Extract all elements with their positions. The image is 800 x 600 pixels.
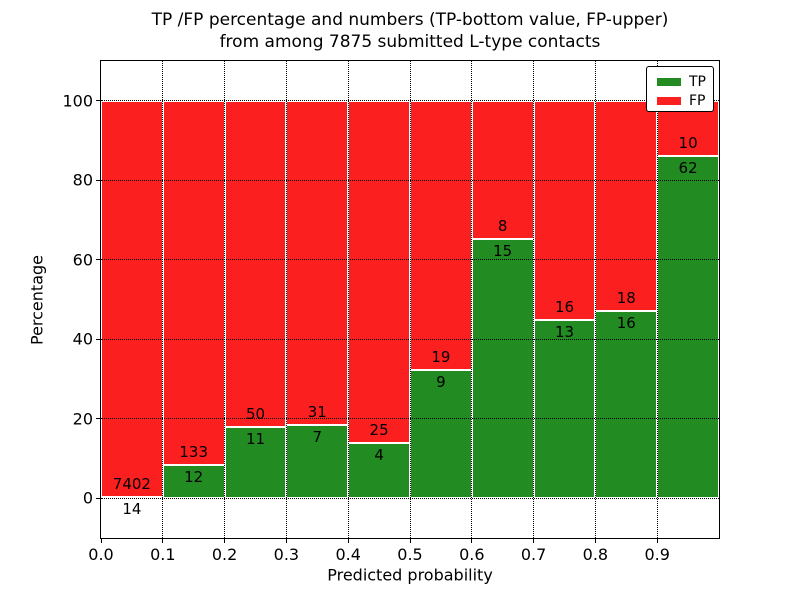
fp-count-label: 31 [307,403,327,422]
x-gridline [471,61,473,538]
fp-swatch-icon [657,96,681,105]
legend-item-tp: TP [657,72,713,91]
x-gridline [656,61,658,538]
x-gridline [594,61,596,538]
fp-bar-segment [410,100,472,371]
tp-count-label: 62 [678,158,698,177]
x-tick-label: 0.9 [644,545,670,564]
fp-count-label: 25 [369,421,389,440]
x-tick-label: 0.7 [520,545,547,564]
tp-bar-segment [348,443,410,499]
fp-bar-segment [224,100,287,427]
x-tick-mark [471,539,473,543]
x-gridline [409,61,411,538]
chart-title-line2: from among 7875 submitted L-type contact… [219,32,601,52]
fp-count-label: 18 [616,289,636,308]
fp-bar-segment [595,100,658,312]
tp-count-label: 15 [493,242,513,260]
tp-count-label: 16 [616,314,636,333]
x-axis-label: Predicted probability [327,565,493,585]
fp-bar-segment [471,100,534,239]
fp-bar-segment [286,100,349,426]
y-tick-mark [96,418,100,420]
x-tick-mark [409,539,411,543]
x-tick-mark [100,539,102,543]
x-tick-label: 0.6 [459,545,485,564]
x-tick-label: 0.5 [397,545,423,564]
tp-bar-segment [471,239,534,499]
x-tick-label: 0.2 [211,545,238,564]
y-tick-mark [96,497,100,499]
legend-label-fp: FP [689,92,706,109]
fp-bar-segment [101,100,163,498]
legend-item-fp: FP [657,91,713,110]
fp-count-label: 19 [431,348,451,367]
fp-count-label: 133 [179,443,209,462]
x-tick-label: 0.4 [335,545,361,564]
y-tick-label: 100 [62,91,93,111]
tp-count-label: 12 [184,468,204,487]
x-gridline [162,61,164,538]
x-tick-mark [594,539,596,543]
x-tick-mark [656,539,658,543]
plot-area: 7402 14 133 12 50 11 31 7 25 4 19 9 8 15 16 13 18 16 10 62 0… [62,60,720,564]
tp-bar-segment [533,320,596,499]
x-tick-label: 0.0 [88,545,114,564]
fp-bar-segment [533,100,596,321]
tp-count-label: 14 [122,500,142,519]
x-gridline [347,61,349,538]
legend-label-tp: TP [689,73,706,90]
chart-title-line1: TP /FP percentage and numbers (TP-bottom… [151,10,669,30]
x-tick-label: 0.3 [273,545,300,564]
y-tick-mark [96,259,100,261]
x-tick-mark [347,539,349,543]
tp-bar-segment [657,155,719,499]
tp-count-label: 11 [245,429,266,448]
tp-count-label: 9 [436,373,446,392]
y-tick-mark [96,338,100,340]
y-tick-label: 80 [72,170,93,190]
y-tick-mark [96,100,100,102]
x-gridline [224,61,226,538]
tp-bar-segment [595,311,658,499]
x-tick-mark [162,539,164,543]
x-tick-mark [533,539,535,543]
y-tick-label: 40 [72,329,93,349]
fp-count-label: 50 [245,404,266,423]
y-tick-label: 20 [72,409,93,429]
y-tick-label: 60 [72,250,93,270]
fp-count-label: 7402 [112,475,151,494]
x-tick-label: 0.8 [582,545,609,564]
y-tick-label: 0 [82,488,93,508]
fp-bar-segment [162,100,225,466]
fp-count-label: 16 [554,298,575,317]
tp-count-label: 4 [374,446,384,465]
chart-title: TP /FP percentage and numbers (TP-bottom… [152,9,669,53]
x-tick-label: 0.1 [150,545,176,564]
y-tick-mark [96,179,100,181]
legend: TP FP [646,66,714,112]
tp-count-label: 13 [554,323,575,342]
tp-count-label: 7 [312,428,323,447]
tp-swatch-icon [657,77,681,86]
x-tick-mark [285,539,287,543]
x-tick-mark [224,539,226,543]
fp-bar-segment [348,100,410,444]
y-axis-label: Percentage [27,254,47,346]
x-gridline [533,61,535,538]
x-gridline [285,61,287,538]
fp-count-label: 8 [497,217,508,235]
fp-count-label: 10 [678,133,698,152]
